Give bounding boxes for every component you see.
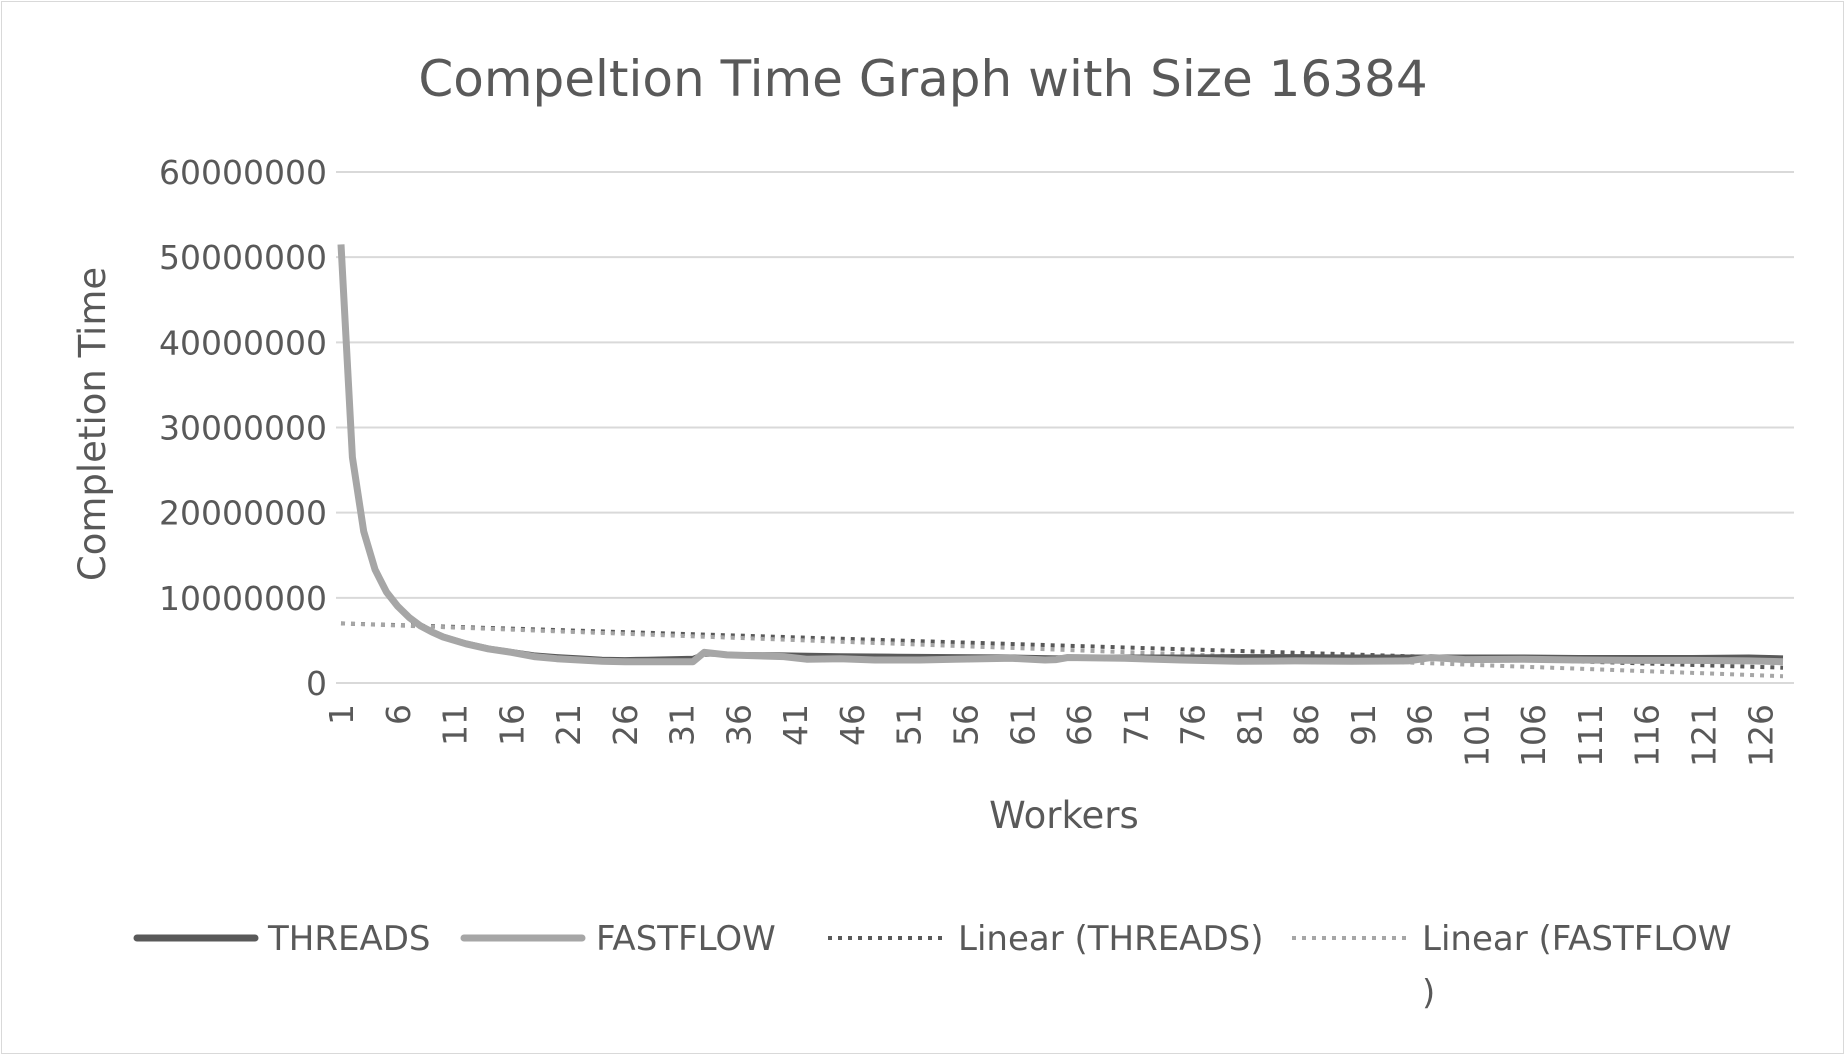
x-tick-label: 1: [322, 704, 361, 725]
series-line-1: [337, 244, 1784, 666]
x-tick-label: 36: [719, 704, 758, 746]
x-tick-label: 56: [946, 704, 985, 746]
x-tick-label: 121: [1685, 704, 1724, 767]
legend: THREADS FASTFLOW Linear (THREADS) Linear (F…: [133, 919, 1731, 1013]
x-tick-label: 6: [379, 704, 418, 725]
legend-label-3-line2: ): [1422, 973, 1435, 1013]
x-tick-label: 66: [1060, 704, 1099, 746]
x-tick-label: 26: [606, 704, 645, 746]
x-tick-label: 96: [1401, 704, 1440, 746]
x-axis-ticks: 1 6 11 16 21 26 31 36 41 46 51 56 61 66 71 76 81 86 91 96 10…: [322, 704, 1780, 767]
gridlines: [336, 171, 1794, 684]
legend-label-2: Linear (THREADS): [958, 919, 1263, 959]
x-tick-label: 116: [1628, 704, 1667, 767]
y-axis-ticks: 0 10000000 20000000 30000000 40000000 5000000…: [159, 153, 327, 703]
y-tick-label: 40000000: [159, 323, 327, 362]
y-tick-label: 20000000: [159, 494, 327, 533]
x-tick-label: 51: [890, 704, 929, 746]
x-tick-label: 126: [1741, 704, 1780, 767]
y-tick-label: 60000000: [159, 153, 327, 192]
y-axis-title: Completion Time: [71, 267, 114, 581]
x-tick-label: 71: [1117, 704, 1156, 746]
x-tick-label: 11: [436, 704, 475, 746]
legend-label-0: THREADS: [267, 919, 430, 959]
y-tick-label: 10000000: [159, 579, 327, 618]
x-tick-label: 111: [1571, 704, 1610, 767]
x-axis-title: Workers: [989, 794, 1139, 837]
x-tick-label: 61: [1003, 704, 1042, 746]
y-tick-label: 30000000: [159, 409, 327, 448]
series-line-3: [340, 621, 1784, 679]
x-tick-label: 41: [776, 704, 815, 746]
y-tick-label: 0: [306, 664, 327, 703]
x-tick-label: 91: [1344, 704, 1383, 746]
x-tick-label: 76: [1174, 704, 1213, 746]
y-tick-label: 50000000: [159, 238, 327, 277]
x-tick-label: 81: [1230, 704, 1269, 746]
legend-label-1: FASTFLOW: [596, 919, 776, 959]
x-tick-label: 106: [1514, 704, 1553, 767]
x-tick-label: 21: [549, 704, 588, 746]
x-tick-label: 16: [492, 704, 531, 746]
x-tick-label: 46: [833, 704, 872, 746]
legend-label-3: Linear (FASTFLOW: [1422, 919, 1731, 959]
plot-area: [337, 244, 1784, 679]
x-tick-label: 101: [1457, 704, 1496, 767]
x-tick-label: 86: [1287, 704, 1326, 746]
x-tick-label: 31: [663, 704, 702, 746]
chart-title: Compeltion Time Graph with Size 16384: [418, 50, 1427, 108]
